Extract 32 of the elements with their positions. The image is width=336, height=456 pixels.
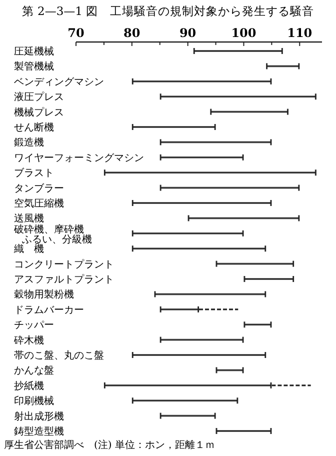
category-label: 織 機: [14, 244, 44, 256]
x-tick-label: 80: [124, 26, 140, 40]
category-label: タンブラー: [14, 183, 64, 194]
category-label: 砕木機: [14, 335, 44, 346]
category-label: コンクリートプラント: [14, 259, 114, 270]
category-label: 圧延機械: [14, 46, 54, 58]
x-tick-label: 100: [231, 26, 256, 40]
x-tick-label: 110: [287, 26, 312, 40]
category-label: 空気圧縮機: [14, 198, 64, 210]
category-label: 抄紙機: [14, 380, 44, 392]
category-label: アスファルトプラント: [14, 274, 114, 286]
category-label: かんな盤: [14, 366, 54, 377]
category-label: ワイヤーフォーミングマシン: [14, 152, 144, 164]
category-label: ブラスト: [14, 168, 54, 180]
category-label: 射出成形機: [14, 411, 64, 422]
category-label: 送風機: [14, 214, 44, 225]
category-label: 帯のこ盤、丸のこ盤: [14, 350, 104, 362]
category-label: 鍛造機: [14, 138, 44, 149]
x-tick-label: 90: [179, 26, 196, 40]
category-label: 印刷機械: [14, 396, 54, 408]
category-label: チッパー: [14, 320, 54, 332]
category-label: ベンディングマシン: [14, 76, 104, 88]
category-label: 製管機械: [14, 62, 54, 73]
category-label: 鋳型造型機: [14, 426, 64, 438]
x-tick-label: 70: [68, 26, 84, 40]
category-label: 機械プレス: [14, 107, 64, 118]
category-label: 液圧プレス: [14, 92, 64, 104]
category-label: ドラムバーカー: [14, 304, 84, 316]
title: 第 2—3—1 図 工場騒音の規制対象から発生する騒音: [22, 4, 314, 18]
annotation: 厚生省公害部調べ (注) 単位：ホン，距離１ｍ: [4, 440, 215, 451]
category-label: 穀物用製粉機: [14, 290, 74, 301]
category-label: せん断機: [14, 122, 54, 134]
